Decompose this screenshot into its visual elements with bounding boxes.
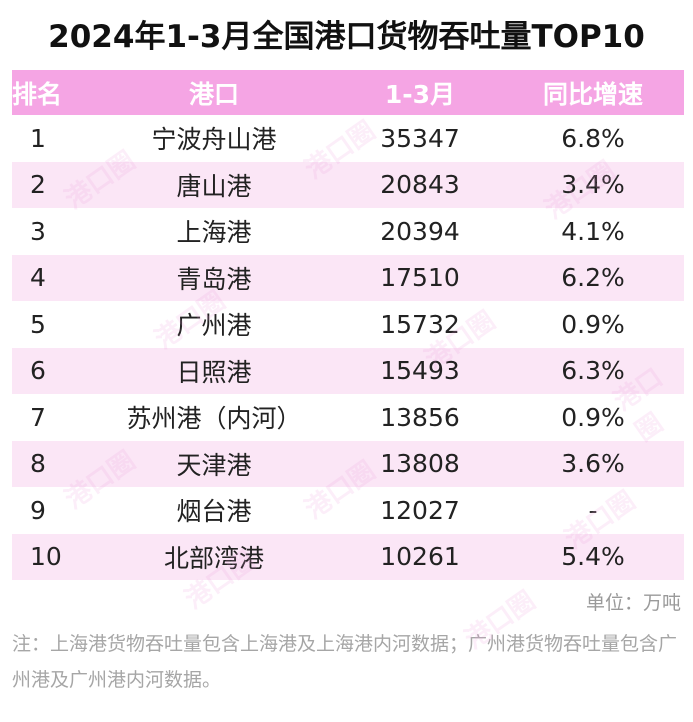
table-header-row: 排名 港口 1-3月 同比增速 [12,70,684,115]
unit-label: 单位：万吨 [585,592,681,614]
growth-cell: 4.1% [502,208,684,255]
port-cell: 上海港 [90,208,338,255]
growth-cell: 6.8% [502,115,684,162]
value-cell: 12027 [338,487,502,534]
table-row: 1 宁波舟山港 35347 6.8% [12,115,684,162]
value-cell: 13856 [338,394,502,441]
rank-cell: 4 [12,254,90,301]
value-cell: 15732 [338,301,502,348]
table-row: 7 苏州港（内河） 13856 0.9% [12,394,684,441]
growth-cell: 3.4% [502,161,684,208]
value-cell: 17510 [338,254,502,301]
footnote: 注：上海港货物吞吐量包含上海港及上海港内河数据；广州港货物吞吐量包含广州港及广州… [12,633,678,691]
header-port: 港口 [90,70,338,115]
rank-cell: 3 [12,208,90,255]
port-cell: 广州港 [90,301,338,348]
port-cell: 北部湾港 [90,533,338,580]
rank-cell: 9 [12,487,90,534]
header-rank: 排名 [12,70,90,115]
growth-cell: 0.9% [502,301,684,348]
rank-cell: 1 [12,115,90,162]
growth-cell: 0.9% [502,394,684,441]
header-growth: 同比增速 [502,70,684,115]
rank-cell: 2 [12,161,90,208]
port-cell: 烟台港 [90,487,338,534]
port-cell: 天津港 [90,440,338,487]
port-cell: 唐山港 [90,161,338,208]
table-row: 4 青岛港 17510 6.2% [12,254,684,301]
growth-cell: 6.2% [502,254,684,301]
value-cell: 35347 [338,115,502,162]
table-row: 8 天津港 13808 3.6% [12,440,684,487]
rank-cell: 7 [12,394,90,441]
table-row: 2 唐山港 20843 3.4% [12,161,684,208]
value-cell: 10261 [338,533,502,580]
port-cell: 宁波舟山港 [90,115,338,162]
value-cell: 20843 [338,161,502,208]
table-body: 1 宁波舟山港 35347 6.8% 2 唐山港 20843 3.4% 3 上海港 20394 4.1… [12,115,684,580]
header-period: 1-3月 [338,70,502,115]
rank-cell: 8 [12,440,90,487]
rank-cell: 6 [12,347,90,394]
table-row: 9 烟台港 12027- [12,487,684,534]
value-cell: 20394 [338,208,502,255]
value-cell: 13808 [338,440,502,487]
port-cell: 青岛港 [90,254,338,301]
table-row: 10 北部湾港 10261 5.4% [12,533,684,580]
value-cell: 15493 [338,347,502,394]
table-row: 5 广州港 15732 0.9% [12,301,684,348]
table-row: 6 日照港 15493 6.3% [12,347,684,394]
port-cell: 苏州港（内河） [90,394,338,441]
rank-cell: 10 [12,533,90,580]
growth-cell: 3.6% [502,440,684,487]
table-row: 3 上海港 20394 4.1% [12,208,684,255]
rank-cell: 5 [12,301,90,348]
growth-cell: - [502,487,684,534]
port-cell: 日照港 [90,347,338,394]
growth-cell: 5.4% [502,533,684,580]
growth-cell: 6.3% [502,347,684,394]
chart-title: 2024年1-3月全国港口货物吞吐量TOP10 [48,18,645,55]
ranking-table: 排名 港口 1-3月 同比增速 1 宁波舟山港 35347 6.8% 2 唐山港 20843… [12,70,684,580]
